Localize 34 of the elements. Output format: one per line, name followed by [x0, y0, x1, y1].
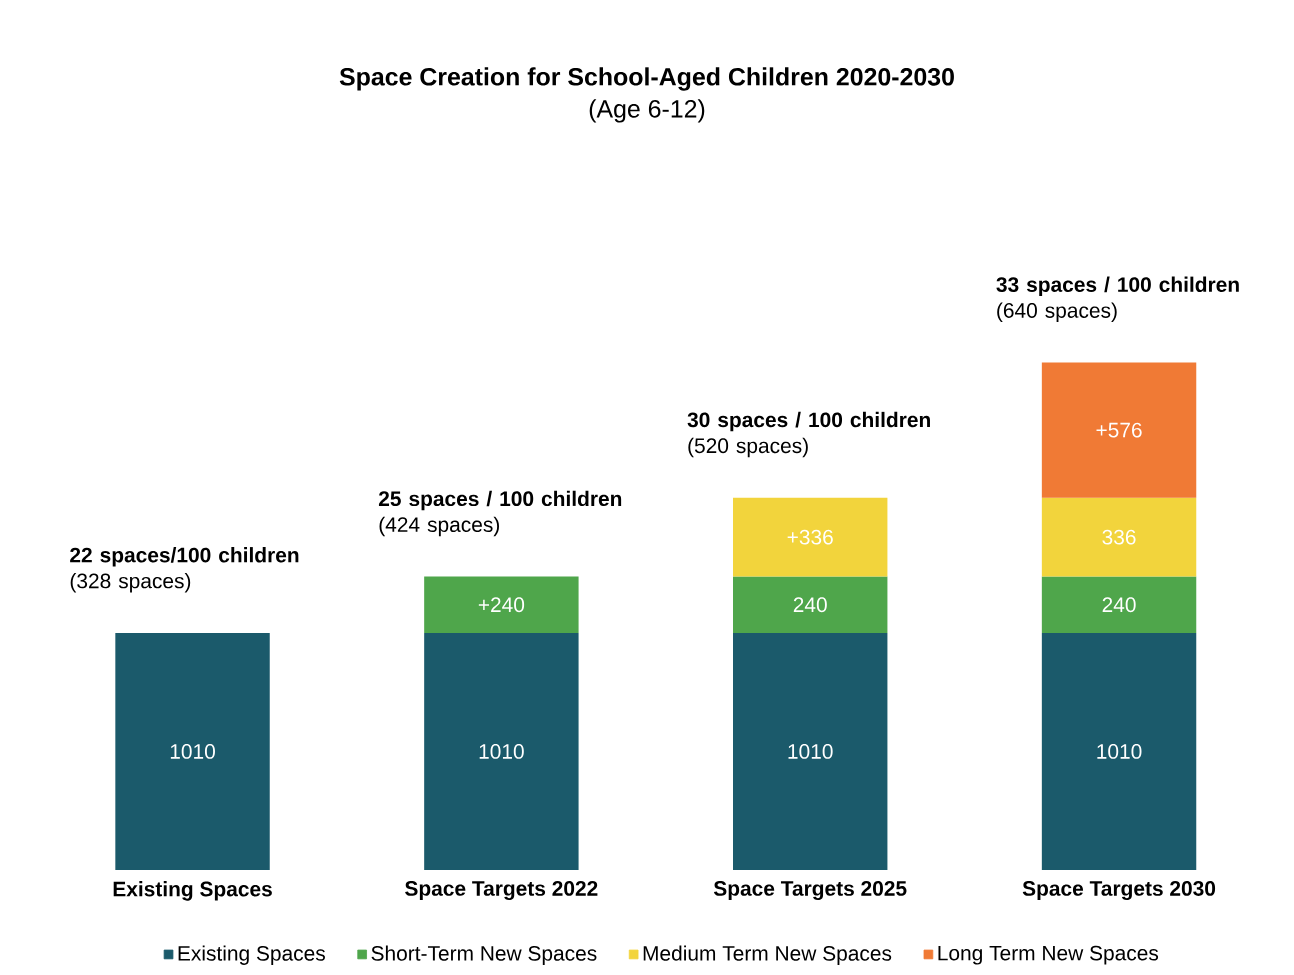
annotation: 25 spaces / 100 children (424 spaces) [378, 490, 622, 537]
data-label: 240 [793, 597, 827, 613]
x-tick-label: Space Targets 2030 [1022, 881, 1216, 901]
bar [733, 632, 888, 870]
legend-label: Long Term New Spaces [938, 945, 1159, 965]
bar [424, 632, 579, 870]
x-tick-label: Space Targets 2025 [713, 881, 907, 901]
bar [1041, 497, 1197, 577]
data-label: 336 [1102, 529, 1136, 545]
data-label: 1010 [170, 744, 215, 759]
chart-title: Space Creation for School-Aged Children 2020-2030 [339, 67, 954, 91]
data-label: 1010 [479, 744, 524, 759]
data-label: +240 [478, 597, 525, 613]
bar [424, 576, 579, 633]
annotation: 30 spaces / 100 children (520 spaces) [687, 411, 930, 458]
bar [733, 497, 888, 577]
data-label: +576 [1096, 422, 1142, 438]
bar [1041, 362, 1197, 498]
chart-subtitle: (Age 6-12) [589, 99, 705, 123]
annotation: 33 spaces / 100 children (640 spaces) [996, 276, 1239, 323]
bar [1041, 632, 1197, 870]
bar [733, 576, 888, 633]
legend-label: Existing Spaces [178, 945, 325, 965]
data-label: 1010 [788, 744, 833, 759]
x-tick-label: Existing Spaces [113, 881, 272, 901]
legend-label: Medium Term New Spaces [643, 945, 892, 965]
bar [1041, 576, 1197, 633]
legend-label: Short-Term New Spaces [371, 945, 597, 965]
data-label: 1010 [1097, 744, 1142, 759]
bar [115, 632, 270, 870]
annotation: 22 spaces/100 children (328 spaces) [70, 547, 299, 593]
x-tick-label: Space Targets 2022 [405, 881, 598, 901]
data-label: 240 [1102, 597, 1136, 613]
data-label: +336 [787, 529, 833, 545]
